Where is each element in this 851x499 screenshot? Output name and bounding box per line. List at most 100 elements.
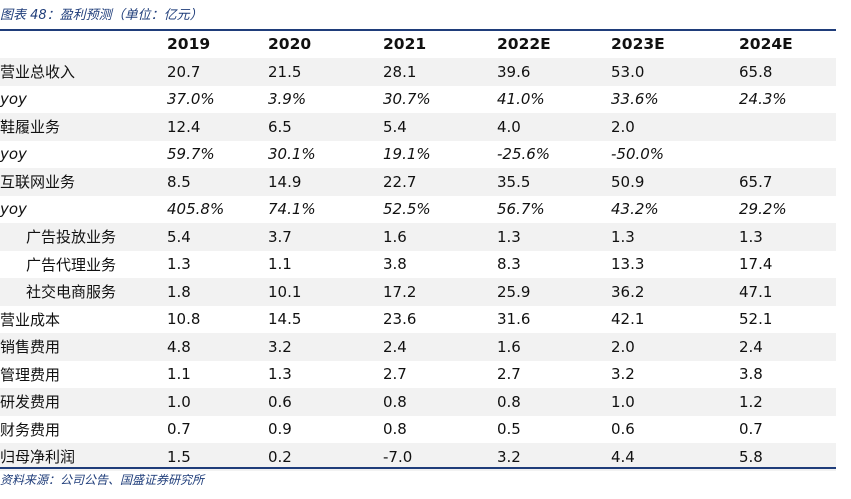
table-cell: 24.3% xyxy=(739,90,787,109)
row-label: yoy xyxy=(0,145,27,164)
table-cell: 42.1 xyxy=(611,310,645,329)
table-cell: 59.7% xyxy=(167,145,215,164)
table-cell: 2.0 xyxy=(611,117,635,136)
table-cell: 1.6 xyxy=(497,337,521,356)
table-cell: 4.0 xyxy=(497,117,521,136)
table-cell: 1.5 xyxy=(167,447,191,466)
table-row: 归母净利润 1.5 0.2 -7.0 3.2 4.4 5.8 xyxy=(0,443,836,471)
row-label: 营业总收入 xyxy=(0,63,76,82)
table-row: 营业总收入 20.7 21.5 28.1 39.6 53.0 65.8 xyxy=(0,58,836,86)
row-label: 互联网业务 xyxy=(0,173,76,192)
table-cell: 3.2 xyxy=(268,337,292,356)
table-cell: 5.4 xyxy=(383,117,407,136)
row-label: 销售费用 xyxy=(0,338,61,357)
source-note: 资料来源：公司公告、国盛证券研究所 xyxy=(0,473,205,487)
table-cell: 17.2 xyxy=(383,282,417,301)
table-cell: 3.7 xyxy=(268,227,292,246)
table-caption: 图表 48：盈利预测（单位：亿元） xyxy=(0,8,203,23)
column-header: 2021 xyxy=(383,35,427,53)
row-label: 归母净利润 xyxy=(0,448,76,467)
table-row: 广告代理业务 1.3 1.1 3.8 8.3 13.3 17.4 xyxy=(0,251,836,279)
table-row: 互联网业务 8.5 14.9 22.7 35.5 50.9 65.7 xyxy=(0,168,836,196)
table-cell: 0.2 xyxy=(268,447,292,466)
table-cell: 52.5% xyxy=(383,200,431,219)
table-cell: 6.5 xyxy=(268,117,292,136)
top-rule xyxy=(0,29,836,31)
table-cell: 43.2% xyxy=(611,200,659,219)
table-cell: 2.0 xyxy=(611,337,635,356)
column-header: 2022E xyxy=(497,35,551,53)
table-cell: 17.4 xyxy=(739,255,773,274)
table-cell: 0.8 xyxy=(383,392,407,411)
table-cell: 22.7 xyxy=(383,172,417,191)
table-cell: 3.2 xyxy=(611,365,635,384)
table-cell: 10.1 xyxy=(268,282,302,301)
table-cell: 30.7% xyxy=(383,90,431,109)
table-cell: 8.3 xyxy=(497,255,521,274)
table-cell: 14.9 xyxy=(268,172,302,191)
table-cell: 10.8 xyxy=(167,310,201,329)
table-cell: 33.6% xyxy=(611,90,659,109)
table-cell: 31.6 xyxy=(497,310,531,329)
table-cell: 0.7 xyxy=(739,420,763,439)
table-cell: 0.8 xyxy=(497,392,521,411)
table-cell: 23.6 xyxy=(383,310,417,329)
table-row: 研发费用 1.0 0.6 0.8 0.8 1.0 1.2 xyxy=(0,388,836,416)
table-cell: 0.7 xyxy=(167,420,191,439)
table-cell: 1.0 xyxy=(611,392,635,411)
table-cell: 8.5 xyxy=(167,172,191,191)
column-header: 2020 xyxy=(268,35,312,53)
table-cell: 2.7 xyxy=(383,365,407,384)
table-row: 社交电商服务 1.8 10.1 17.2 25.9 36.2 47.1 xyxy=(0,278,836,306)
table-cell: 5.8 xyxy=(739,447,763,466)
earnings-forecast-table: 2019 2020 2021 2022E 2023E 2024E 营业总收入 2… xyxy=(0,30,836,471)
table-cell: 1.3 xyxy=(167,255,191,274)
table-cell: 1.6 xyxy=(383,227,407,246)
table-cell: 56.7% xyxy=(497,200,545,219)
table-row: yoy 59.7% 30.1% 19.1% -25.6% -50.0% xyxy=(0,141,836,169)
table-cell: 52.1 xyxy=(739,310,773,329)
table-cell: 37.0% xyxy=(167,90,215,109)
table-cell: 50.9 xyxy=(611,172,645,191)
row-label: 社交电商服务 xyxy=(26,283,117,302)
table-cell: 21.5 xyxy=(268,62,302,81)
table-cell: 65.7 xyxy=(739,172,773,191)
table-cell: 39.6 xyxy=(497,62,531,81)
table-cell: 3.8 xyxy=(383,255,407,274)
table-cell: 13.3 xyxy=(611,255,645,274)
table-cell: 3.2 xyxy=(497,447,521,466)
table-row: 管理费用 1.1 1.3 2.7 2.7 3.2 3.8 xyxy=(0,361,836,389)
table-cell: 36.2 xyxy=(611,282,645,301)
table-cell: 30.1% xyxy=(268,145,316,164)
table-cell: 28.1 xyxy=(383,62,417,81)
table-cell: 1.3 xyxy=(497,227,521,246)
table-cell: 3.9% xyxy=(268,90,307,109)
table-row: yoy 405.8% 74.1% 52.5% 56.7% 43.2% 29.2% xyxy=(0,196,836,224)
row-label: 营业成本 xyxy=(0,310,61,329)
table-cell: 14.5 xyxy=(268,310,302,329)
table-cell: -7.0 xyxy=(383,447,413,466)
table-cell: 47.1 xyxy=(739,282,773,301)
row-label: 鞋履业务 xyxy=(0,118,61,137)
table-cell: 41.0% xyxy=(497,90,545,109)
table-cell: 4.8 xyxy=(167,337,191,356)
table-cell: 3.8 xyxy=(739,365,763,384)
column-header: 2024E xyxy=(739,35,793,53)
table-cell: 4.4 xyxy=(611,447,635,466)
table-cell: 0.6 xyxy=(611,420,635,439)
table-cell: 405.8% xyxy=(167,200,225,219)
table-row: 广告投放业务 5.4 3.7 1.6 1.3 1.3 1.3 xyxy=(0,223,836,251)
table-cell: 2.4 xyxy=(739,337,763,356)
table-cell: 0.8 xyxy=(383,420,407,439)
table-cell: 35.5 xyxy=(497,172,531,191)
row-label: 管理费用 xyxy=(0,365,61,384)
table-cell: 65.8 xyxy=(739,62,773,81)
table-cell: 1.1 xyxy=(268,255,292,274)
header-row: 2019 2020 2021 2022E 2023E 2024E xyxy=(0,30,836,58)
table-cell: 1.3 xyxy=(739,227,763,246)
column-header: 2019 xyxy=(167,35,211,53)
table-cell: 1.8 xyxy=(167,282,191,301)
table-cell: 1.0 xyxy=(167,392,191,411)
table-cell: -50.0% xyxy=(611,145,665,164)
table-row: 销售费用 4.8 3.2 2.4 1.6 2.0 2.4 xyxy=(0,333,836,361)
